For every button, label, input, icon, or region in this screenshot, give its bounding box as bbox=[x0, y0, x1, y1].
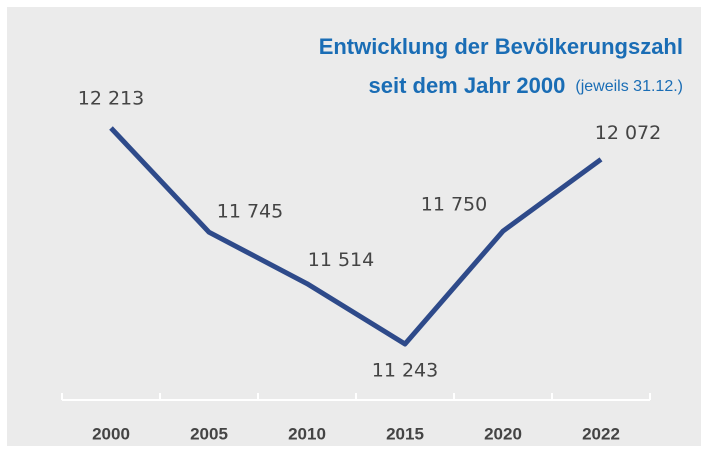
chart-title: Entwicklung der Bevölkerungszahl bbox=[319, 34, 683, 59]
data-label: 12 213 bbox=[78, 88, 144, 110]
data-label: 11 243 bbox=[372, 360, 438, 382]
x-tick-label: 2022 bbox=[582, 424, 620, 443]
data-label: 12 072 bbox=[595, 122, 661, 144]
x-tick-label: 2005 bbox=[190, 424, 228, 443]
chart-title: seit dem Jahr 2000 bbox=[368, 73, 565, 98]
x-tick-label: 2010 bbox=[288, 424, 326, 443]
chart-background bbox=[7, 7, 701, 446]
data-label: 11 750 bbox=[421, 194, 487, 216]
data-label: 11 514 bbox=[308, 249, 374, 271]
data-label: 11 745 bbox=[217, 201, 283, 223]
chart-title-line: seit dem Jahr 2000 (jeweils 31.12.) bbox=[368, 73, 683, 98]
x-tick-label: 2020 bbox=[484, 424, 522, 443]
x-tick-label: 2000 bbox=[92, 424, 130, 443]
line bbox=[109, 126, 603, 347]
chart-subtitle: (jeweils 31.12.) bbox=[575, 78, 683, 95]
x-tick-label: 2015 bbox=[386, 424, 424, 443]
